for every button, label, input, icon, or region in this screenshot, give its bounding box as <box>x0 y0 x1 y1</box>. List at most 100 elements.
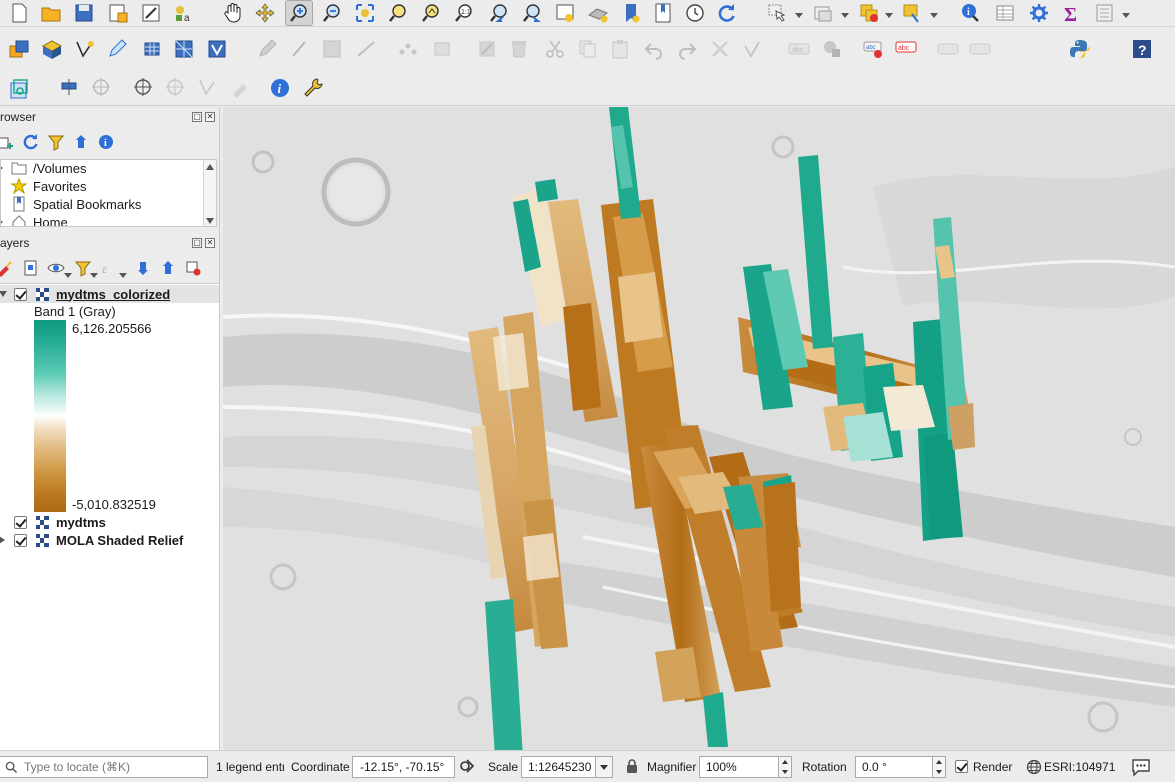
print-layout-icon[interactable] <box>139 1 163 25</box>
new-map-view-icon[interactable] <box>553 1 577 25</box>
new-project-icon[interactable] <box>7 1 31 25</box>
select-location-icon[interactable] <box>900 1 924 25</box>
chevron-down-icon[interactable] <box>930 7 938 18</box>
data-source-manager-icon[interactable] <box>7 37 31 61</box>
messages-icon[interactable] <box>1131 757 1151 777</box>
rotate-label-icon[interactable] <box>968 37 992 61</box>
select-by-value-icon[interactable] <box>811 1 835 25</box>
panel-close-icon[interactable]: ✕ <box>205 112 215 122</box>
virtual-layer-icon[interactable] <box>205 37 229 61</box>
advanced-digitize-icon[interactable] <box>131 75 155 99</box>
undo-icon[interactable] <box>642 37 666 61</box>
browser-item-volumes[interactable]: /Volumes <box>1 160 86 177</box>
eye-visibility-icon[interactable] <box>47 259 65 277</box>
save-as-icon[interactable] <box>106 1 130 25</box>
scale-field[interactable]: 1:12645230 <box>521 756 596 778</box>
new-3d-map-icon[interactable] <box>586 1 610 25</box>
panel-float-icon[interactable]: ▢ <box>192 238 202 248</box>
panel-float-icon[interactable]: ▢ <box>192 112 202 122</box>
layer-visibility-checkbox[interactable] <box>14 287 27 301</box>
select-features-icon[interactable] <box>765 1 789 25</box>
expand-arrow-icon[interactable] <box>0 291 7 297</box>
chevron-down-icon[interactable] <box>119 267 127 278</box>
new-geopackage-icon[interactable] <box>40 37 64 61</box>
diagram-label-icon[interactable] <box>820 37 844 61</box>
layer-visibility-checkbox[interactable] <box>14 515 27 529</box>
python-console-icon[interactable] <box>1068 37 1092 61</box>
browser-scrollbar[interactable] <box>203 160 216 226</box>
render-checkbox[interactable] <box>955 760 968 773</box>
identify-features-icon[interactable]: i <box>959 1 983 25</box>
toggle-editing-icon[interactable] <box>287 37 311 61</box>
edit-pencil-icon[interactable] <box>255 37 279 61</box>
lock-scale-icon[interactable] <box>626 759 638 774</box>
pin-labels-icon[interactable]: abc <box>862 37 886 61</box>
refresh-icon[interactable] <box>22 133 40 151</box>
browser-item-home[interactable]: Home <box>1 213 68 226</box>
rotation-spinner[interactable] <box>932 756 946 778</box>
globe-crs-icon[interactable] <box>1026 759 1042 775</box>
add-group-icon[interactable] <box>22 259 40 277</box>
zoom-layer-icon[interactable] <box>419 1 443 25</box>
move-label-icon[interactable] <box>936 37 960 61</box>
expand-arrow-icon[interactable] <box>1 218 3 226</box>
paste-icon[interactable] <box>608 37 632 61</box>
filter-icon[interactable] <box>47 133 65 151</box>
collapse-all-icon[interactable] <box>159 259 177 277</box>
add-selected-layers-icon[interactable] <box>0 134 14 152</box>
magnifier-field[interactable]: 100% <box>699 756 779 778</box>
cut-scissors-icon[interactable] <box>543 37 567 61</box>
map-canvas[interactable] <box>223 107 1175 750</box>
layer-row-mola-shaded-relief[interactable]: MOLA Shaded Relief <box>0 531 219 549</box>
zoom-last-icon[interactable] <box>487 1 511 25</box>
info-icon[interactable]: i <box>268 76 292 100</box>
digitize-options-icon[interactable] <box>708 37 732 61</box>
chevron-down-icon[interactable] <box>885 7 893 18</box>
crosshair-icon[interactable] <box>89 75 113 99</box>
show-bookmarks-icon[interactable] <box>651 1 675 25</box>
temporal-controller-icon[interactable] <box>683 1 707 25</box>
refresh-icon[interactable] <box>715 1 739 25</box>
browser-item-favorites[interactable]: Favorites <box>1 177 86 195</box>
modify-attributes-icon[interactable] <box>431 37 455 61</box>
copy-icon[interactable] <box>575 37 599 61</box>
crs-label[interactable]: ESRI:104971 <box>1044 760 1116 774</box>
layers-tree[interactable]: mydtms_colorized Band 1 (Gray) 6,126.205… <box>0 283 219 750</box>
layer-row-mydtms[interactable]: mydtms <box>0 513 219 531</box>
wrench-icon[interactable] <box>301 76 325 100</box>
zoom-next-icon[interactable] <box>520 1 544 25</box>
open-project-icon[interactable] <box>39 1 63 25</box>
trash-icon[interactable] <box>507 37 531 61</box>
filter-legend-icon[interactable] <box>74 259 92 277</box>
filter-expression-icon[interactable]: ε <box>101 259 119 277</box>
chevron-down-icon[interactable] <box>795 7 803 18</box>
new-bookmark-icon[interactable] <box>619 1 643 25</box>
magnifier-spinner[interactable] <box>778 756 792 778</box>
shape-digitize-icon[interactable] <box>163 75 187 99</box>
zoom-full-icon[interactable] <box>353 1 377 25</box>
deselect-features-icon[interactable] <box>857 1 881 25</box>
layer-visibility-checkbox[interactable] <box>14 533 27 547</box>
zoom-selection-icon[interactable] <box>386 1 410 25</box>
chevron-down-icon[interactable] <box>1122 7 1130 18</box>
browser-tree[interactable]: /Volumes Favorites Spatial Bookmarks Hom… <box>0 159 217 227</box>
pan-to-selection-icon[interactable] <box>253 1 277 25</box>
style-manager-icon[interactable]: a <box>171 1 195 25</box>
vertex-editor-icon[interactable] <box>196 75 220 99</box>
collapse-all-icon[interactable] <box>72 133 90 151</box>
redo-icon[interactable] <box>675 37 699 61</box>
scale-dropdown[interactable] <box>595 756 613 778</box>
chevron-down-icon[interactable] <box>64 267 72 278</box>
delete-selected-icon[interactable] <box>475 37 499 61</box>
chevron-down-icon[interactable] <box>90 267 98 278</box>
remove-layer-icon[interactable] <box>184 259 202 277</box>
zoom-in-icon[interactable] <box>285 0 313 26</box>
expand-arrow-icon[interactable] <box>1 164 3 172</box>
style-paint-icon[interactable] <box>0 259 14 277</box>
pan-hand-icon[interactable] <box>221 1 245 25</box>
save-project-icon[interactable] <box>72 1 96 25</box>
coordinate-field[interactable]: -12.15°, -70.15° <box>352 756 455 778</box>
help-icon[interactable]: ? <box>1130 37 1154 61</box>
panel-close-icon[interactable]: ✕ <box>205 238 215 248</box>
statistics-sigma-icon[interactable]: Σ <box>1060 1 1084 25</box>
